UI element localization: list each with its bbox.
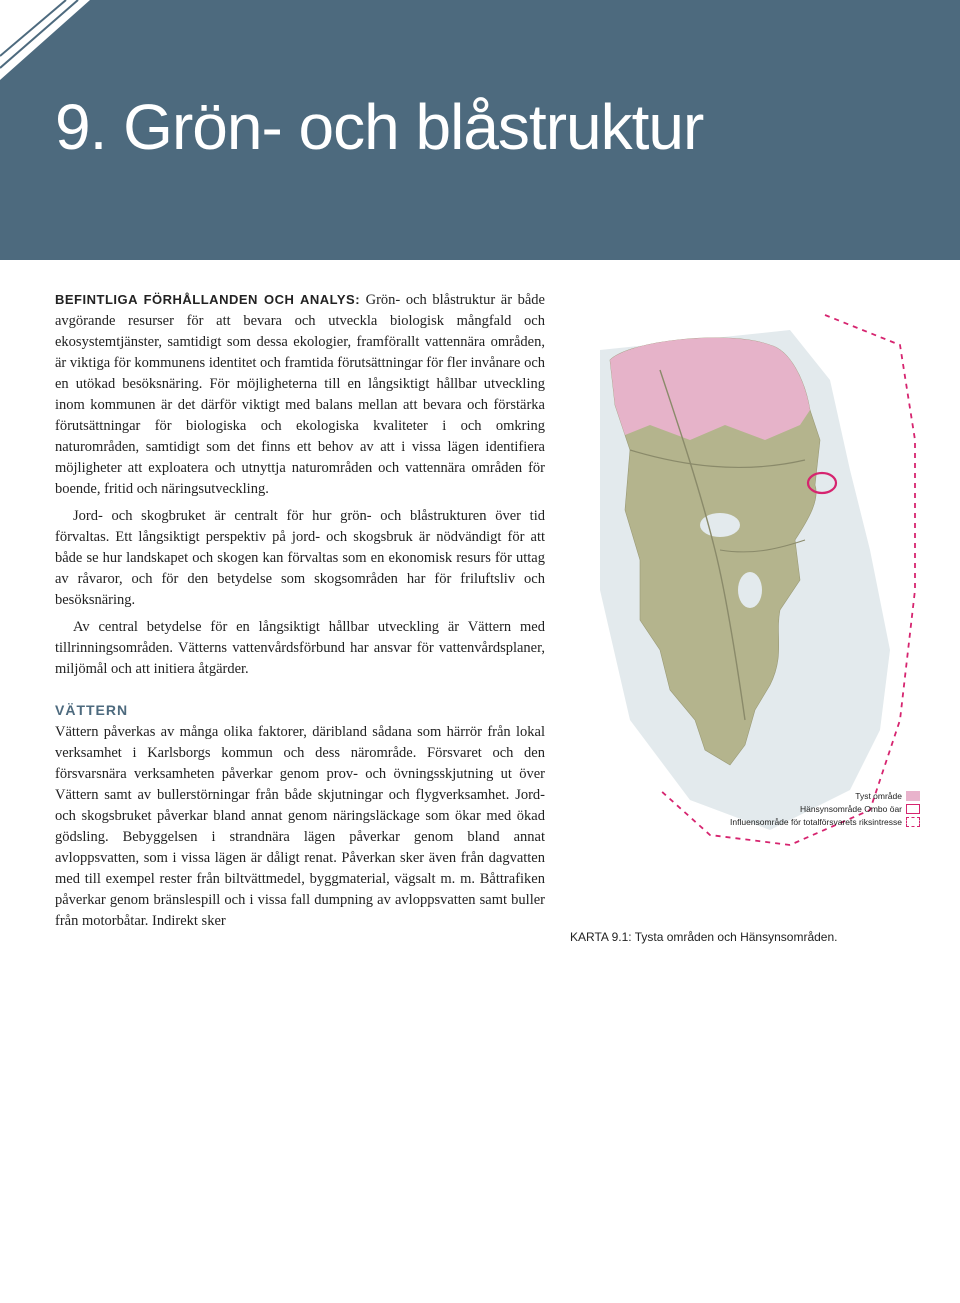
content-row: BEFINTLIGA FÖRHÅLLANDEN OCH ANALYS: Grön… bbox=[55, 290, 930, 938]
map-legend: Tyst område Hänsynsområde Ombo öar Influ… bbox=[730, 790, 920, 828]
map-figure bbox=[570, 290, 920, 850]
para1-text: Grön- och blåstruktur är både avgörande … bbox=[55, 292, 545, 497]
paragraph-2: Jord- och skogbruket är centralt för hur… bbox=[55, 506, 545, 611]
map-quiet-area bbox=[610, 338, 810, 440]
legend-row: Tyst område bbox=[730, 790, 920, 803]
legend-label: Tyst område bbox=[855, 790, 902, 803]
paragraph-3: Av central betydelse för en långsiktigt … bbox=[55, 617, 545, 680]
map-column: Tyst område Hänsynsområde Ombo öar Influ… bbox=[570, 290, 920, 938]
lead-label: BEFINTLIGA FÖRHÅLLANDEN OCH ANALYS: bbox=[55, 292, 360, 307]
legend-label: Hänsynsområde Ombo öar bbox=[800, 803, 902, 816]
page-title: 9. Grön- och blåstruktur bbox=[55, 90, 703, 164]
legend-row: Hänsynsområde Ombo öar bbox=[730, 803, 920, 816]
legend-label: Influensområde för totalförsvarets riksi… bbox=[730, 816, 902, 829]
section-heading-vattern: VÄTTERN bbox=[55, 702, 545, 718]
paragraph-1: BEFINTLIGA FÖRHÅLLANDEN OCH ANALYS: Grön… bbox=[55, 290, 545, 500]
text-column: BEFINTLIGA FÖRHÅLLANDEN OCH ANALYS: Grön… bbox=[55, 290, 545, 938]
legend-swatch-ombo bbox=[906, 804, 920, 814]
legend-swatch-influence bbox=[906, 817, 920, 827]
map-caption: KARTA 9.1: Tysta områden och Hänsynsområ… bbox=[570, 930, 837, 944]
legend-swatch-quiet bbox=[906, 791, 920, 801]
legend-row: Influensområde för totalförsvarets riksi… bbox=[730, 816, 920, 829]
header-banner: 9. Grön- och blåstruktur bbox=[0, 0, 960, 260]
paragraph-4: Vättern påverkas av många olika faktorer… bbox=[55, 722, 545, 932]
